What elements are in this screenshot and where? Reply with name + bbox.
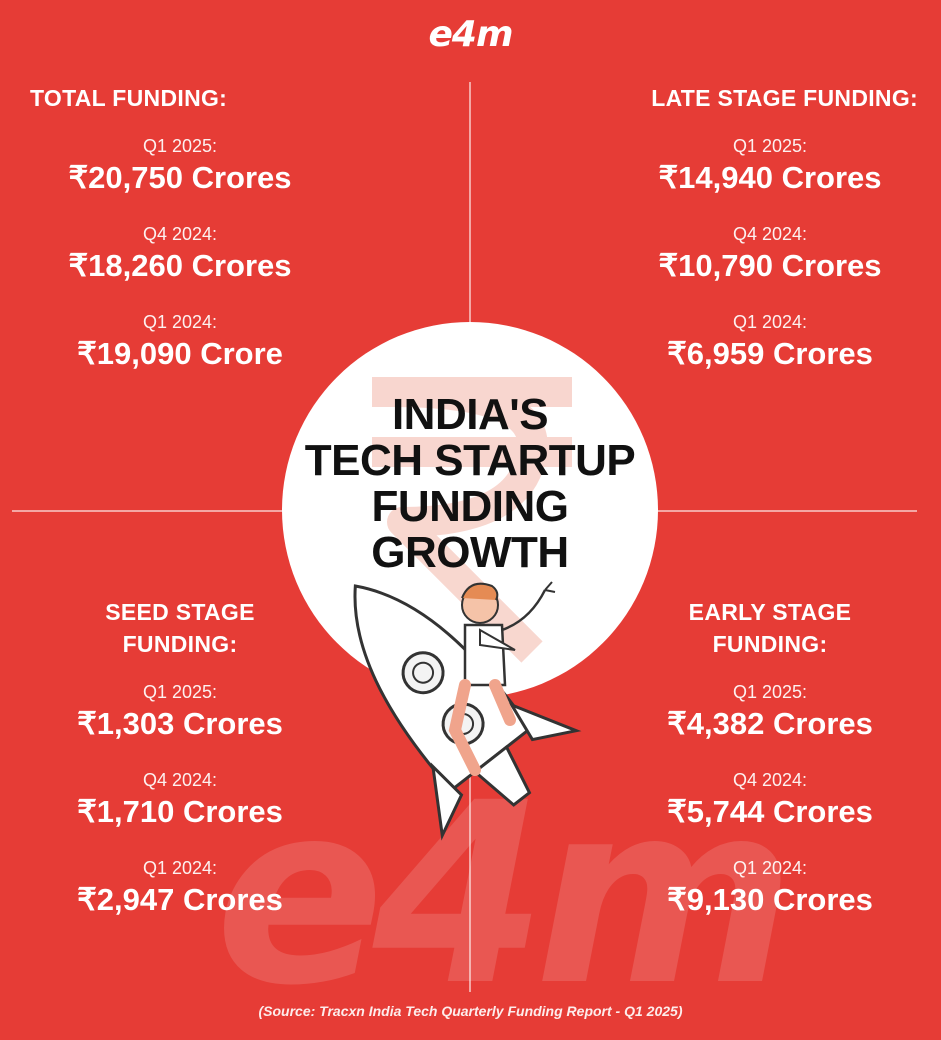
late-period-3: Q1 2024: <box>732 312 808 332</box>
seed-amount-3: ₹2,947 Crores <box>77 882 283 917</box>
e4m-logo: e4m <box>428 14 514 55</box>
seed-heading-line-2: FUNDING: <box>122 631 238 657</box>
late-amount-1: ₹14,940 Crores <box>658 160 882 195</box>
late-period-2: Q4 2024: <box>732 224 808 244</box>
late-amount-3: ₹6,959 Crores <box>667 336 873 371</box>
late-period-1: Q1 2025: <box>732 136 808 156</box>
businessman-illustration <box>448 581 556 776</box>
early-period-2: Q4 2024: <box>732 770 808 790</box>
e4m-watermark: e4m <box>215 749 795 1040</box>
seed-stage-heading: SEED STAGE FUNDING: <box>30 596 330 660</box>
title-line-3: FUNDING <box>371 482 569 531</box>
seed-heading-line-1: SEED STAGE <box>105 599 255 625</box>
rupee-symbol-graphic <box>372 377 572 663</box>
early-amount-3: ₹9,130 Crores <box>667 882 873 917</box>
title-line-4: GROWTH <box>371 528 569 577</box>
early-amount-2: ₹5,744 Crores <box>667 794 873 829</box>
title-line-2: TECH STARTUP <box>304 436 636 485</box>
early-stage-heading: EARLY STAGE FUNDING: <box>610 596 930 660</box>
seed-period-1: Q1 2025: <box>142 682 218 702</box>
seed-period-2: Q4 2024: <box>142 770 218 790</box>
title-line-1: INDIA'S <box>391 390 549 439</box>
early-heading-line-1: EARLY STAGE <box>688 599 852 625</box>
early-amount-1: ₹4,382 Crores <box>667 706 873 741</box>
total-amount-2: ₹18,260 Crores <box>68 248 292 283</box>
total-period-2: Q4 2024: <box>142 224 218 244</box>
seed-stage-funding-section: SEED STAGE FUNDING: Q1 2025: ₹1,303 Cror… <box>30 596 330 944</box>
infographic-title: INDIA'S TECH STARTUP FUNDING GROWTH <box>282 392 658 576</box>
seed-period-3: Q1 2024: <box>142 858 218 878</box>
source-citation: (Source: Tracxn India Tech Quarterly Fun… <box>258 1003 683 1019</box>
total-funding-section: TOTAL FUNDING: Q1 2025: ₹20,750 Crores Q… <box>30 82 330 398</box>
total-amount-1: ₹20,750 Crores <box>68 160 292 195</box>
early-stage-funding-section: EARLY STAGE FUNDING: Q1 2025: ₹4,382 Cro… <box>610 596 930 944</box>
early-period-1: Q1 2025: <box>732 682 808 702</box>
total-period-1: Q1 2025: <box>142 136 218 156</box>
early-heading-line-2: FUNDING: <box>712 631 828 657</box>
total-funding-heading: TOTAL FUNDING: <box>30 85 228 111</box>
late-stage-heading: LATE STAGE FUNDING: <box>651 85 918 111</box>
total-period-3: Q1 2024: <box>142 312 218 332</box>
seed-amount-1: ₹1,303 Crores <box>77 706 283 741</box>
total-amount-3: ₹19,090 Crore <box>77 336 283 371</box>
rocket-illustration <box>353 581 582 841</box>
late-stage-funding-section: LATE STAGE FUNDING: Q1 2025: ₹14,940 Cro… <box>610 82 930 398</box>
early-period-3: Q1 2024: <box>732 858 808 878</box>
late-amount-2: ₹10,790 Crores <box>658 248 882 283</box>
seed-amount-2: ₹1,710 Crores <box>77 794 283 829</box>
